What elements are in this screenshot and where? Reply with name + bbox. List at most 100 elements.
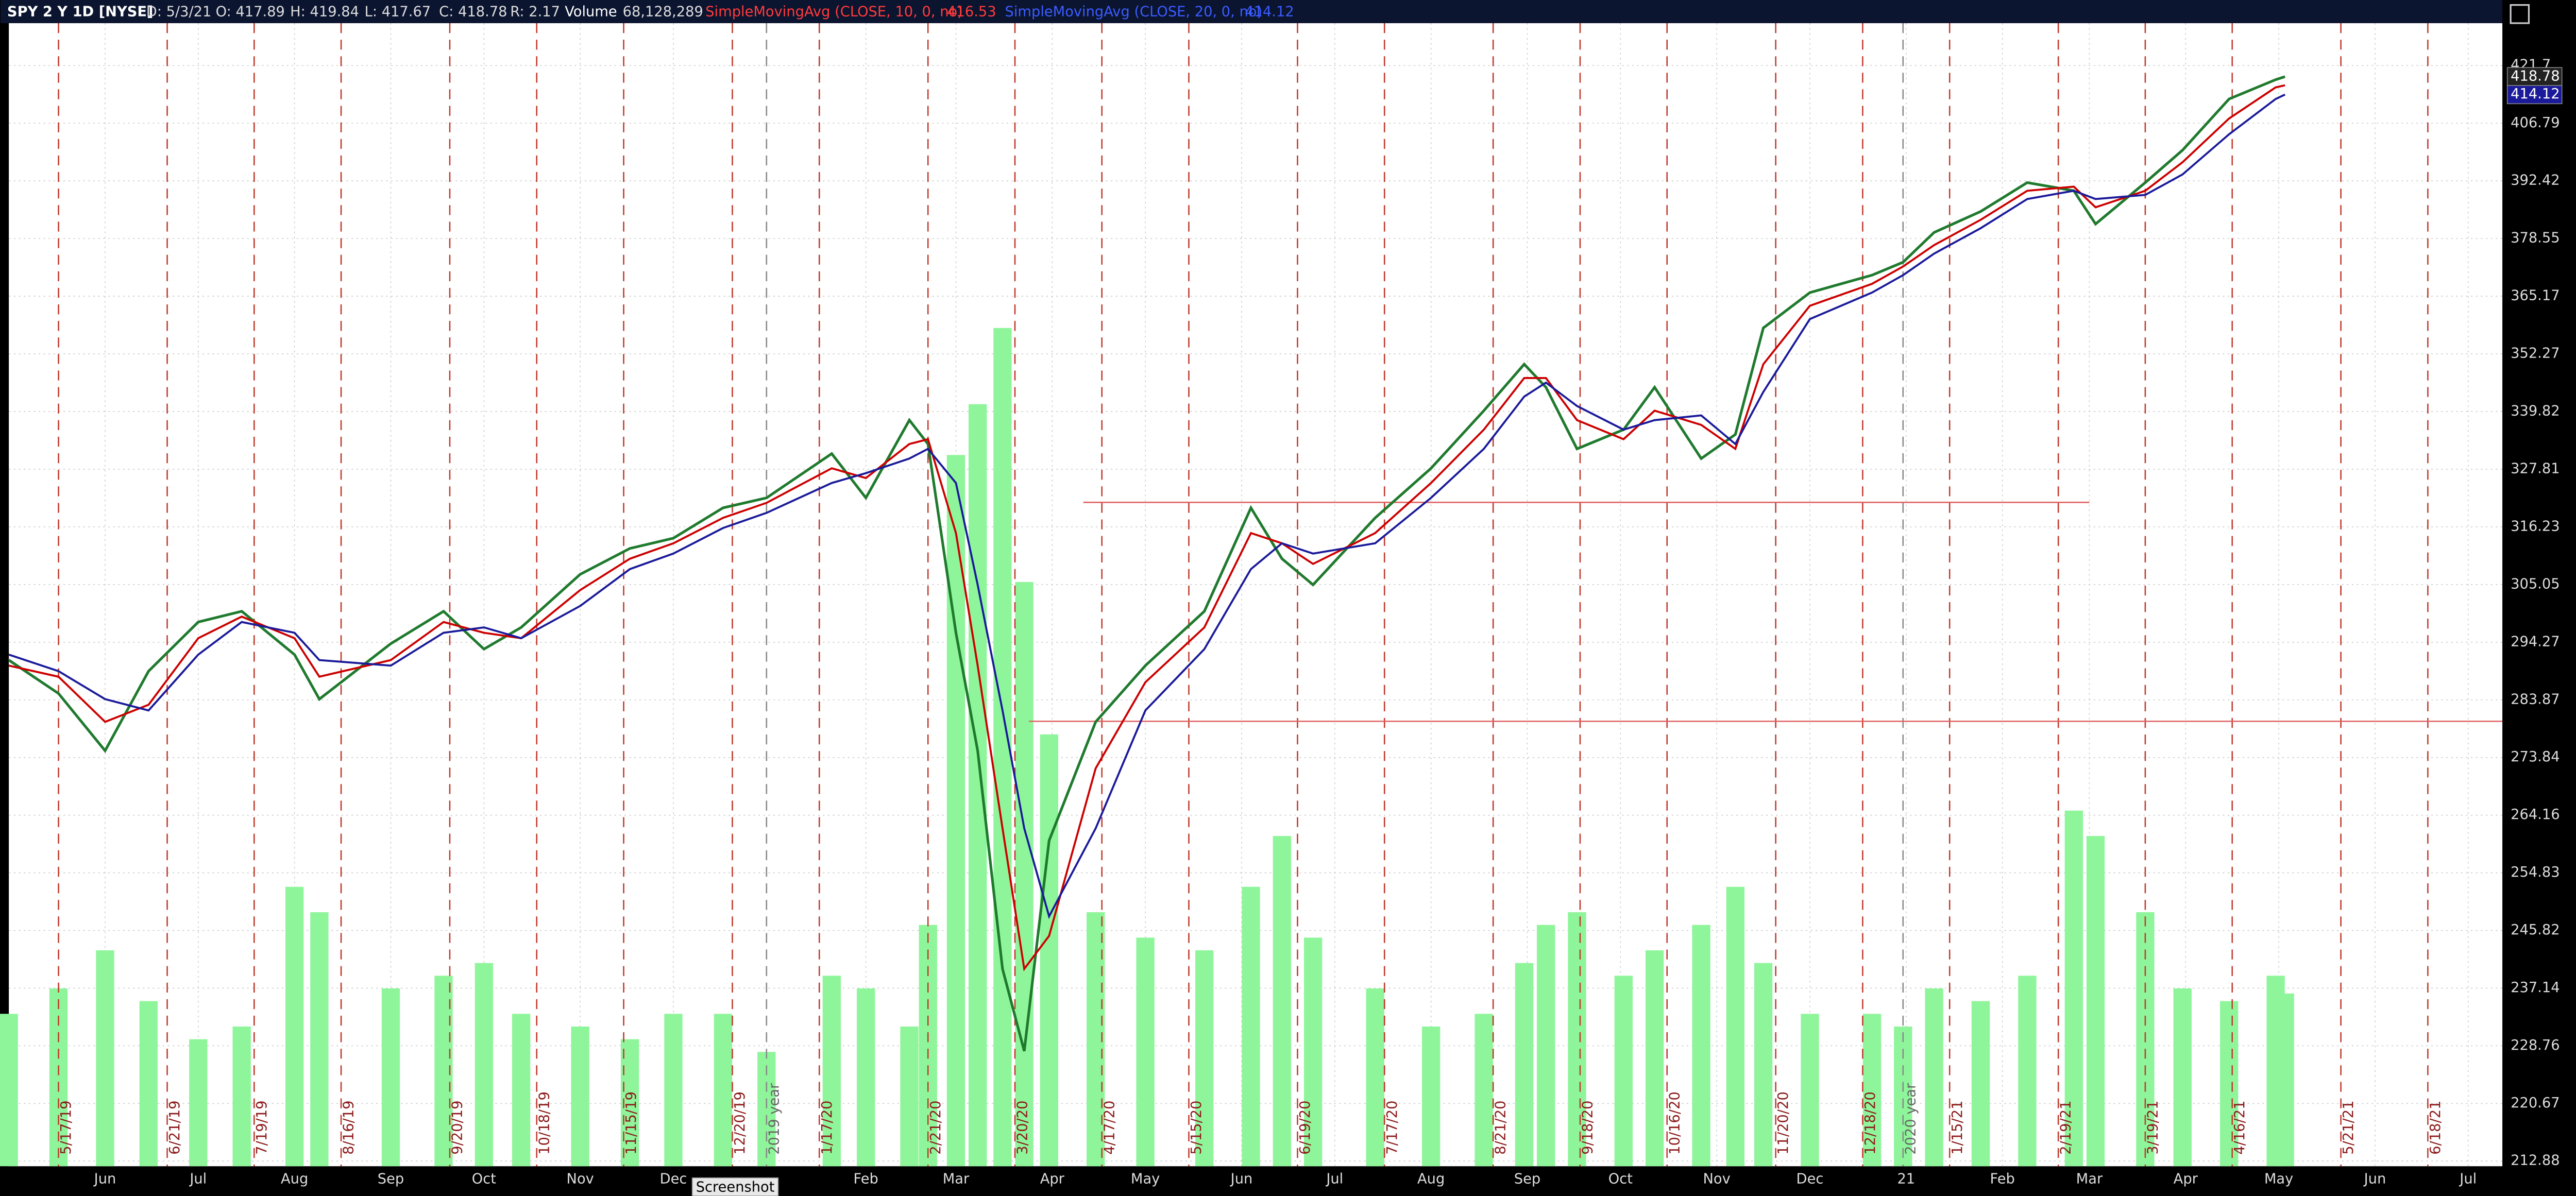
volume-bar [1421,1026,1440,1167]
event-label: 9/20/19 [450,1101,466,1155]
volume-bar [474,963,493,1167]
volume-bar [714,1014,733,1167]
y-tick-label: 352.27 [2511,346,2560,362]
y-tick-label: 264.16 [2511,807,2560,823]
y-tick-label: 273.84 [2511,749,2560,765]
ohlc-field: C: 418.78 [439,4,507,20]
event-label: 7/17/20 [1384,1101,1400,1155]
event-label: 2/19/21 [2058,1101,2074,1155]
volume-bar [1015,582,1033,1167]
volume-bar [664,1014,683,1167]
event-label: 11/20/20 [1775,1091,1791,1155]
event-label: 8/21/20 [1493,1101,1509,1155]
volume-bar [857,988,875,1167]
legend-value: 416.53 [947,4,996,20]
x-tick-label: Apr [1040,1171,1065,1187]
y-tick-label: 305.05 [2511,576,2560,592]
volume-bar [381,988,400,1167]
x-tick-label: Dec [660,1171,687,1187]
volume-bar [139,1001,158,1167]
volume-bar [1515,963,1534,1167]
event-label: 6/19/20 [1297,1101,1313,1155]
volume-bar [1273,836,1291,1167]
ohlc-field: O: 417.89 [216,4,285,20]
volume-bar [1645,950,1664,1167]
volume-bar [2219,1001,2239,1167]
volume-bar [1568,912,1586,1167]
x-tick-label: Nov [567,1171,594,1187]
y-tick-label: 294.27 [2511,634,2560,650]
y-tick-label: 228.76 [2511,1037,2560,1053]
x-tick-label: Mar [2076,1171,2103,1187]
price-badge-label: 418.78 [2511,68,2560,84]
x-tick-label: Jul [2459,1171,2477,1187]
event-label: 4/16/21 [2232,1101,2248,1155]
event-label: 8/16/19 [341,1101,357,1155]
y-tick-label: 316.23 [2511,518,2560,534]
volume-bar [1195,950,1214,1167]
x-tick-label: 21 [1897,1171,1915,1187]
x-tick-label: Nov [1703,1171,1731,1187]
event-label: 5/15/20 [1189,1101,1205,1155]
event-label: 1/15/21 [1950,1101,1965,1155]
y-tick-label: 406.79 [2511,115,2560,131]
ohlc-field: D: 5/3/21 [146,4,212,20]
y-tick-label: 254.83 [2511,864,2560,880]
x-tick-label: Jun [2363,1171,2386,1187]
event-label: 3/20/20 [1015,1101,1031,1155]
x-tick-label: Jul [1325,1171,1343,1187]
x-tick-label: Aug [1417,1171,1445,1187]
volume-bar [189,1039,208,1167]
x-tick-label: Aug [281,1171,308,1187]
x-tick-label: Mar [943,1171,970,1187]
volume-bar [1303,937,1323,1167]
event-label: 6/18/21 [2428,1101,2444,1155]
volume-bar [2173,988,2192,1167]
volume-bar [2018,976,2037,1167]
volume-bar [232,1026,251,1167]
price-line [8,84,2285,971]
volume-bar [1862,1014,1882,1167]
price-line [8,93,2285,919]
x-tick-label: Sep [1514,1171,1540,1187]
x-tick-label: Oct [472,1171,496,1187]
y-tick-label: 378.55 [2511,230,2560,246]
event-label: 12/20/19 [732,1091,748,1155]
volume-bar [1692,925,1710,1167]
price-badge [2506,85,2563,105]
volume-bar [1475,1014,1493,1167]
volume-bar [1754,963,1773,1167]
volume-bar [1136,937,1155,1167]
volume-bar [1536,925,1555,1167]
event-label: 6/21/19 [167,1101,183,1155]
event-label: 5/17/19 [58,1101,74,1155]
x-tick-label: Sep [378,1171,404,1187]
x-tick-label: Feb [854,1171,878,1187]
y-tick-label: 237.14 [2511,980,2560,996]
volume-bar [1801,1014,1819,1167]
event-label: 4/17/20 [1101,1101,1117,1155]
volume-bar [0,1014,18,1167]
header-bar [1,0,2503,23]
event-label: 10/18/19 [536,1091,552,1155]
volume-bar [2086,836,2105,1167]
volume-bar [310,912,329,1167]
y-tick-label: 283.87 [2511,691,2560,707]
event-label: 2019 year [766,1083,782,1155]
event-label: 11/15/19 [623,1091,639,1155]
event-label: 10/16/20 [1667,1091,1683,1155]
volume-bar [1366,988,1384,1167]
y-tick-label: 245.82 [2511,922,2560,938]
volume-bar [1971,1001,1990,1167]
volume-bar [2276,993,2294,1167]
ohlc-field: R: 2.17 [510,4,560,20]
symbol: SPY 2 Y 1D [NYSE] [7,4,154,20]
volume-bar [919,925,937,1167]
y-tick-label: 327.81 [2511,460,2560,476]
price-badge-label: 414.12 [2511,86,2560,102]
x-tick-label: Feb [1990,1171,2015,1187]
settings-icon[interactable] [2510,4,2530,24]
legend-entry: SimpleMovingAvg (CLOSE, 20, 0, no) [1005,4,1263,20]
plot: 421.7406.79392.42378.55365.17352.27339.8… [0,23,2563,1187]
x-tick-label: Apr [2174,1171,2198,1187]
